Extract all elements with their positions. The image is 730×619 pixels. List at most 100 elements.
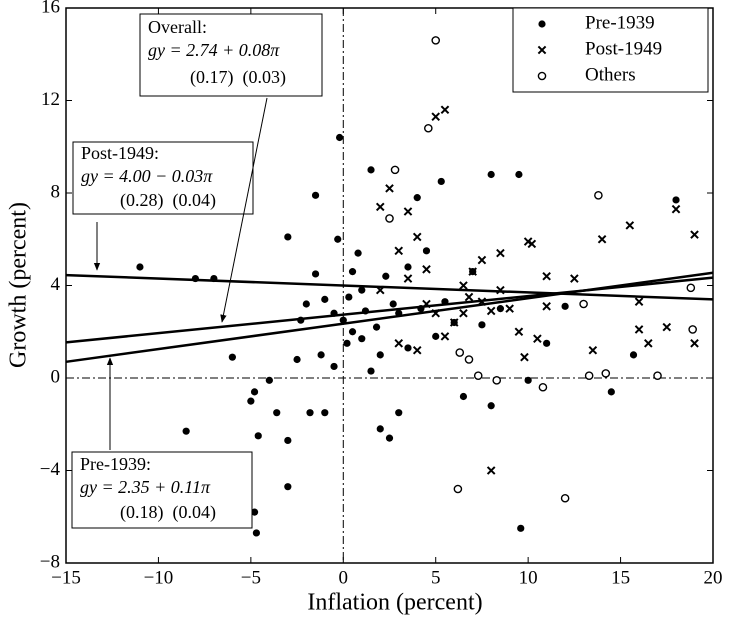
point (339, 316, 347, 324)
legend-marker (537, 71, 547, 81)
point (496, 305, 505, 313)
point (413, 194, 421, 202)
point (597, 234, 607, 244)
point (404, 344, 412, 352)
point (385, 184, 394, 193)
point (440, 105, 450, 115)
point (348, 268, 357, 276)
point (543, 339, 551, 347)
point (487, 170, 495, 179)
annotation-arrow (220, 97, 268, 323)
y-tick-label: 16 (41, 0, 60, 17)
point (372, 323, 381, 331)
point (317, 351, 325, 359)
point (306, 409, 314, 417)
x-tick-label: 20 (704, 567, 723, 588)
point (542, 271, 551, 281)
point (459, 392, 468, 401)
point (367, 367, 375, 375)
point (688, 325, 697, 334)
point (496, 248, 505, 258)
point (424, 123, 433, 133)
x-axis-label: Inflation (percent) (307, 590, 482, 616)
point (247, 397, 255, 405)
point (584, 371, 594, 380)
point (250, 388, 259, 396)
point (464, 292, 474, 302)
point (492, 376, 502, 385)
point (533, 334, 542, 343)
point (136, 263, 144, 271)
annotation-title: Pre-1939: (80, 454, 151, 474)
point (375, 202, 385, 212)
point (487, 402, 495, 410)
point (321, 295, 329, 303)
point (662, 322, 672, 332)
point (367, 166, 375, 174)
point (376, 425, 384, 433)
point (607, 388, 615, 396)
point (390, 165, 400, 175)
x-tick-label: −15 (51, 567, 81, 588)
point (517, 524, 525, 532)
annotation-title: Overall: (148, 17, 207, 37)
point (385, 214, 394, 223)
legend-marker (537, 45, 547, 55)
point (455, 348, 465, 357)
point (376, 351, 384, 359)
point (453, 484, 463, 494)
point (354, 249, 362, 257)
point (254, 432, 262, 440)
point (625, 221, 635, 230)
point (382, 272, 390, 280)
point (431, 36, 441, 45)
point (334, 235, 342, 243)
point (449, 318, 459, 327)
point (412, 232, 422, 242)
point (524, 376, 532, 384)
point (634, 325, 644, 334)
point (273, 409, 281, 417)
point (311, 270, 320, 278)
annotation-equation: gy = 2.35 + 0.11π (80, 477, 211, 497)
point (671, 204, 681, 214)
point (358, 335, 366, 343)
point (561, 302, 569, 310)
point (412, 345, 422, 355)
point (293, 355, 301, 364)
point (345, 293, 353, 301)
point (321, 409, 329, 417)
legend: Pre-1939 Post-1949 Others (512, 7, 709, 93)
y-tick-label: 8 (51, 181, 61, 202)
point (477, 255, 487, 265)
point (672, 196, 680, 204)
annotation-title: Post-1949: (81, 143, 159, 163)
point (358, 286, 366, 294)
point (459, 281, 468, 290)
point (505, 304, 514, 313)
point (385, 434, 394, 442)
point (515, 170, 523, 179)
point (228, 353, 236, 361)
annotation-errors: (0.18) (0.04) (120, 502, 216, 523)
point (394, 339, 404, 348)
point (690, 230, 699, 239)
point (182, 427, 190, 435)
point (560, 493, 570, 503)
point (403, 207, 413, 216)
point (394, 246, 404, 256)
annotation-box (139, 13, 323, 97)
point (514, 327, 524, 337)
point (486, 306, 496, 316)
point (473, 371, 483, 380)
point (520, 352, 529, 362)
point (527, 239, 537, 249)
point (252, 529, 261, 537)
annotation-errors: (0.17) (0.03) (190, 67, 286, 88)
point (601, 369, 611, 378)
point (431, 112, 441, 121)
point (440, 332, 450, 341)
annotation-box (72, 141, 254, 215)
y-tick-label: −4 (40, 459, 61, 480)
